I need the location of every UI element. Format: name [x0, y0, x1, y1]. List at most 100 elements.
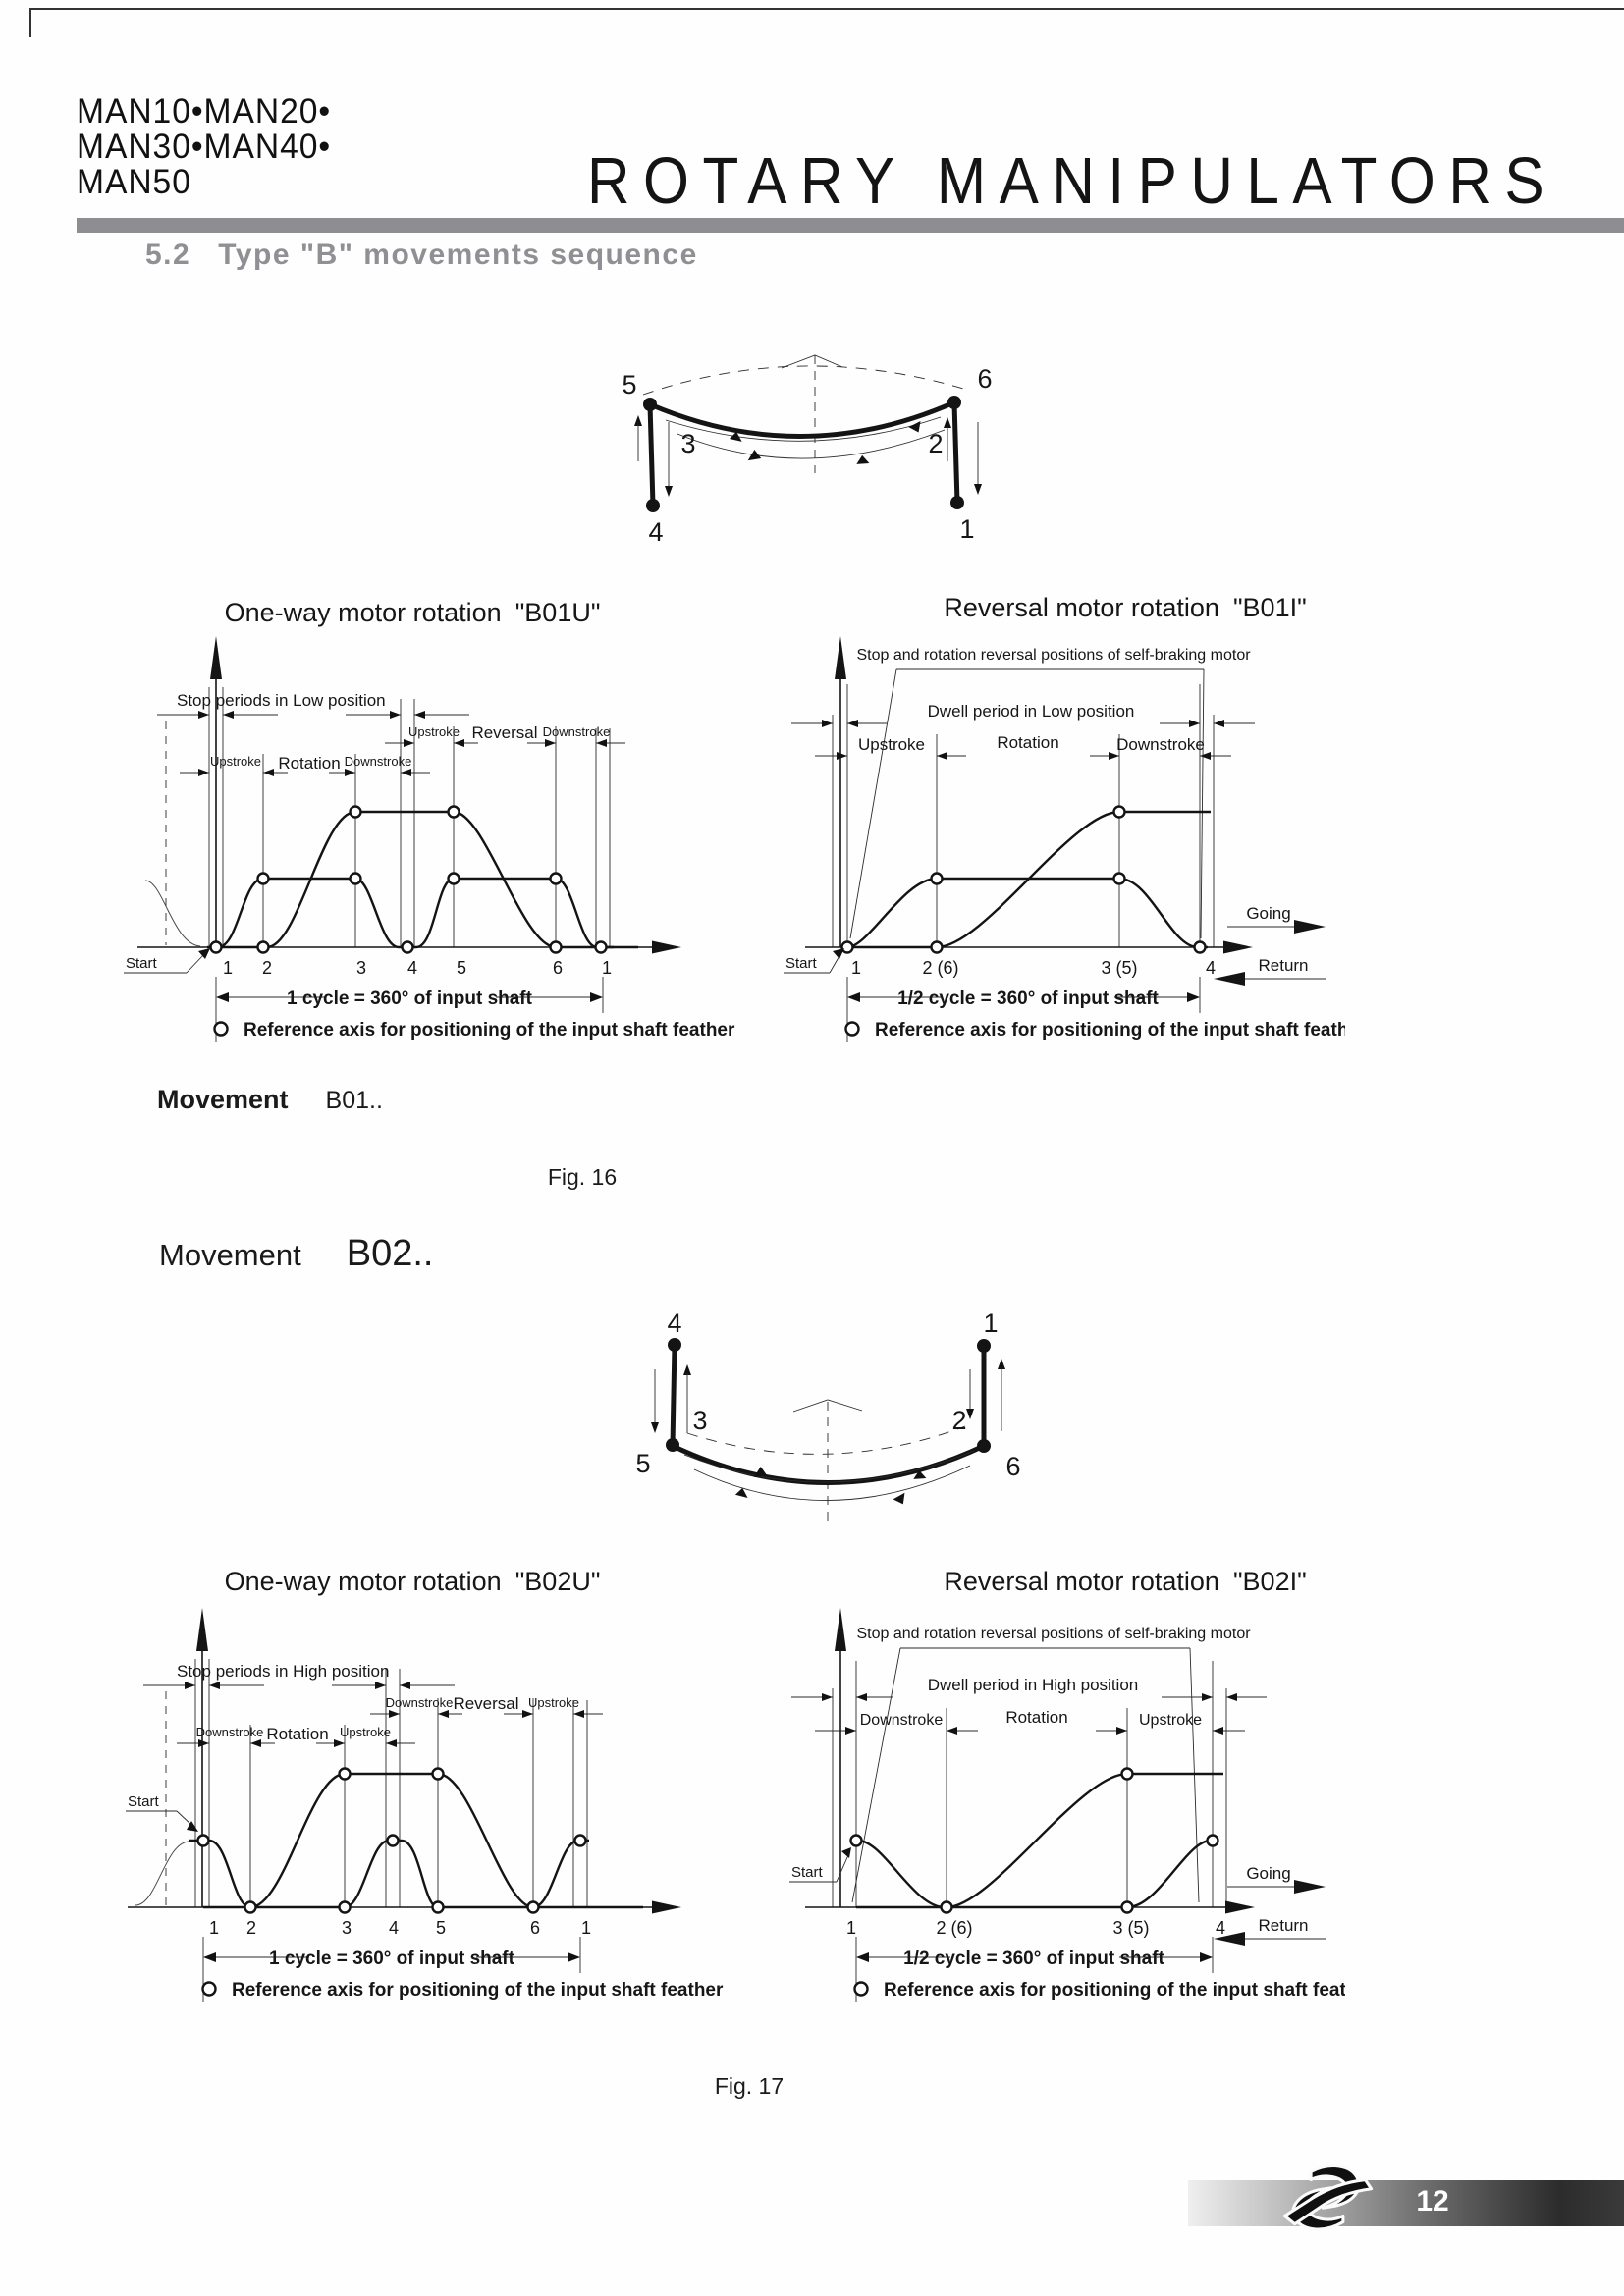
start-label: Start: [128, 1793, 160, 1810]
figure-caption-16: Fig. 16: [547, 1164, 618, 1190]
start-label: Start: [785, 955, 818, 972]
rotation-curve: [856, 1772, 1223, 1909]
phase-label: Rotation: [1005, 1708, 1067, 1727]
model-line: MAN10•MAN20•: [77, 92, 332, 131]
phase-label: Reversal: [453, 1694, 518, 1713]
x-tick-labels: 1 2 3 4 5 6 1: [209, 1918, 591, 1938]
lead-in-curve: [135, 1841, 190, 1906]
cycle-dimension: [855, 1937, 1214, 2002]
cycle-label: 1 cycle = 360° of input shaft: [269, 1949, 515, 1969]
chart-b02i: Reversal motor rotation "B02I" Stop and r…: [789, 1567, 1345, 2002]
arc-label-4: 4: [648, 517, 663, 547]
brake-bracket: [851, 1647, 1200, 1903]
phase-label: Upstroke: [1139, 1712, 1202, 1729]
stroke-curve: [846, 877, 1208, 949]
return-arrow: [1214, 1932, 1326, 1946]
movement-row-b02: Movement B02..: [159, 1233, 433, 1275]
y-axis-arrow: [210, 636, 222, 679]
stroke-curve: [850, 1839, 1212, 1909]
svg-text:1: 1: [846, 1918, 856, 1938]
arc-schematic-b02: 4 1 3 2 5 6: [635, 1308, 1021, 1523]
chart-title: One-way motor rotation "B02U": [225, 1567, 601, 1596]
arc-label-1: 1: [959, 514, 974, 544]
movement-code: B01..: [325, 1087, 383, 1114]
y-axis-arrow: [835, 636, 846, 679]
arc-label-6: 6: [1005, 1452, 1020, 1481]
reference-label: Reference axis for positioning of the in…: [244, 1020, 735, 1041]
dimension-lines: [791, 684, 1255, 947]
phase-label: Downstroke: [543, 724, 611, 739]
going-label: Going: [1246, 904, 1290, 923]
svg-text:6: 6: [530, 1918, 540, 1938]
arc-label-5: 5: [635, 1449, 650, 1478]
phase-label: Upstroke: [210, 754, 261, 769]
arc-schematic-b01: 5 6 3 2 4 1: [622, 354, 993, 547]
svg-text:1: 1: [851, 958, 861, 978]
start-pointer: [124, 948, 210, 974]
phase-label: Upstroke: [858, 735, 925, 754]
dwell-label: Dwell period in High position: [928, 1676, 1139, 1694]
svg-text:4: 4: [1206, 958, 1216, 978]
x-axis-arrow: [1225, 1900, 1255, 1914]
reference-label: Reference axis for positioning of the in…: [884, 1980, 1345, 2001]
stroke-curve: [189, 1839, 589, 1909]
return-arrow: [1214, 972, 1326, 986]
phase-label: Downstroke: [1116, 735, 1205, 754]
arc-joints: [666, 1338, 991, 1453]
arc-label-2: 2: [951, 1406, 966, 1435]
svg-text:3 (5): 3 (5): [1112, 1918, 1149, 1938]
svg-text:3 (5): 3 (5): [1101, 958, 1137, 978]
cycle-label: 1/2 cycle = 360° of input shaft: [897, 988, 1159, 1009]
document-title: ROTARY MANIPULATORS: [587, 144, 1558, 218]
movement-row-b01: Movement B01..: [157, 1085, 383, 1115]
brake-label: Stop and rotation reversal positions of …: [856, 1626, 1251, 1642]
header-divider: [77, 218, 1624, 233]
going-label: Going: [1246, 1864, 1290, 1883]
svg-text:2: 2: [246, 1918, 256, 1938]
phase-label: Rotation: [997, 733, 1058, 752]
chart-title: Reversal motor rotation "B02I": [944, 1567, 1306, 1596]
x-axis-arrow: [652, 940, 681, 954]
chart-b01i: Reversal motor rotation "B01I" Stop and r…: [784, 593, 1345, 1042]
svg-text:3: 3: [356, 958, 366, 978]
svg-text:5: 5: [457, 958, 466, 978]
reference-label: Reference axis for positioning of the in…: [232, 1980, 724, 2001]
arc-arm-right: [951, 401, 960, 504]
stop-period-label: Stop periods in Low position: [177, 691, 386, 710]
svg-text:5: 5: [436, 1918, 446, 1938]
dimension-lines: [791, 1661, 1267, 1907]
chart-title: One-way motor rotation "B01U": [225, 598, 601, 627]
arc-motion-arrows: [634, 415, 982, 497]
going-arrow: [1227, 1880, 1326, 1894]
section-heading: 5.2 Type "B" movements sequence: [145, 239, 698, 272]
start-pointer: [784, 948, 844, 974]
movement-code: B02..: [346, 1233, 434, 1274]
phase-label: Downstroke: [345, 754, 412, 769]
page-corner-rule: [29, 8, 31, 37]
dwell-label: Dwell period in Low position: [928, 702, 1135, 721]
start-pointer: [789, 1847, 851, 1883]
phase-label: Reversal: [471, 723, 537, 742]
svg-text:4: 4: [407, 958, 417, 978]
dimension-lines: [143, 1659, 603, 1907]
return-label: Return: [1258, 956, 1308, 975]
x-axis-arrow: [652, 1900, 681, 1914]
svg-text:2: 2: [262, 958, 272, 978]
reference-symbol: [213, 1021, 229, 1037]
y-axis-arrow: [835, 1608, 846, 1651]
phase-label: Upstroke: [408, 724, 460, 739]
y-axis-arrow: [196, 1608, 208, 1651]
rotation-curve: [203, 1772, 643, 1909]
svg-text:3: 3: [342, 1918, 352, 1938]
svg-text:2 (6): 2 (6): [936, 1918, 972, 1938]
model-list: MAN10•MAN20• MAN30•MAN40• MAN50: [77, 92, 332, 200]
svg-text:6: 6: [553, 958, 563, 978]
logo-knot-icon: [1282, 2164, 1374, 2231]
stop-period-label: Stop periods in High position: [177, 1662, 389, 1681]
section-number: 5.2: [145, 239, 191, 271]
svg-text:4: 4: [389, 1918, 399, 1938]
arc-label-3: 3: [692, 1406, 707, 1435]
arc-dashed-guides: [686, 1399, 966, 1523]
arc-joints: [643, 396, 964, 512]
